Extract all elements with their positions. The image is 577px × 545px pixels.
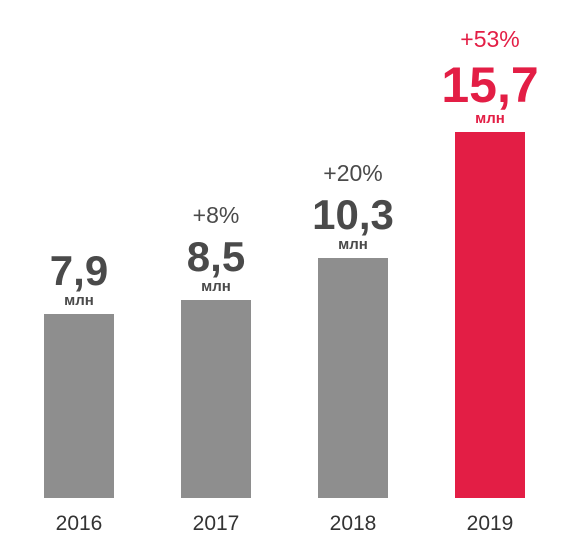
value-label-2016: 7,9 — [49, 246, 109, 294]
x-tick-label-2016: 2016 — [55, 512, 103, 535]
unit-label-2019: млн — [475, 110, 505, 128]
x-tick-label-2017: 2017 — [192, 512, 240, 535]
growth-label-2017: +8% — [192, 201, 240, 228]
unit-label-2017: млн — [201, 277, 231, 295]
unit-label-2016: млн — [64, 291, 94, 309]
bar-2018 — [318, 258, 388, 498]
value-label-2019: 15,7 — [441, 57, 539, 114]
x-tick-label-2019: 2019 — [466, 512, 514, 535]
growth-label-2019: +53% — [460, 26, 520, 53]
bar-2017 — [181, 299, 251, 498]
unit-label-2018: млн — [338, 236, 368, 253]
bar-2019 — [455, 132, 525, 498]
bar-2016 — [44, 313, 114, 498]
x-tick-label-2018: 2018 — [329, 512, 377, 535]
value-label-2018: 10,3 — [312, 191, 394, 238]
value-label-2017: 8,5 — [186, 232, 246, 280]
growth-label-2018: +20% — [323, 160, 383, 186]
